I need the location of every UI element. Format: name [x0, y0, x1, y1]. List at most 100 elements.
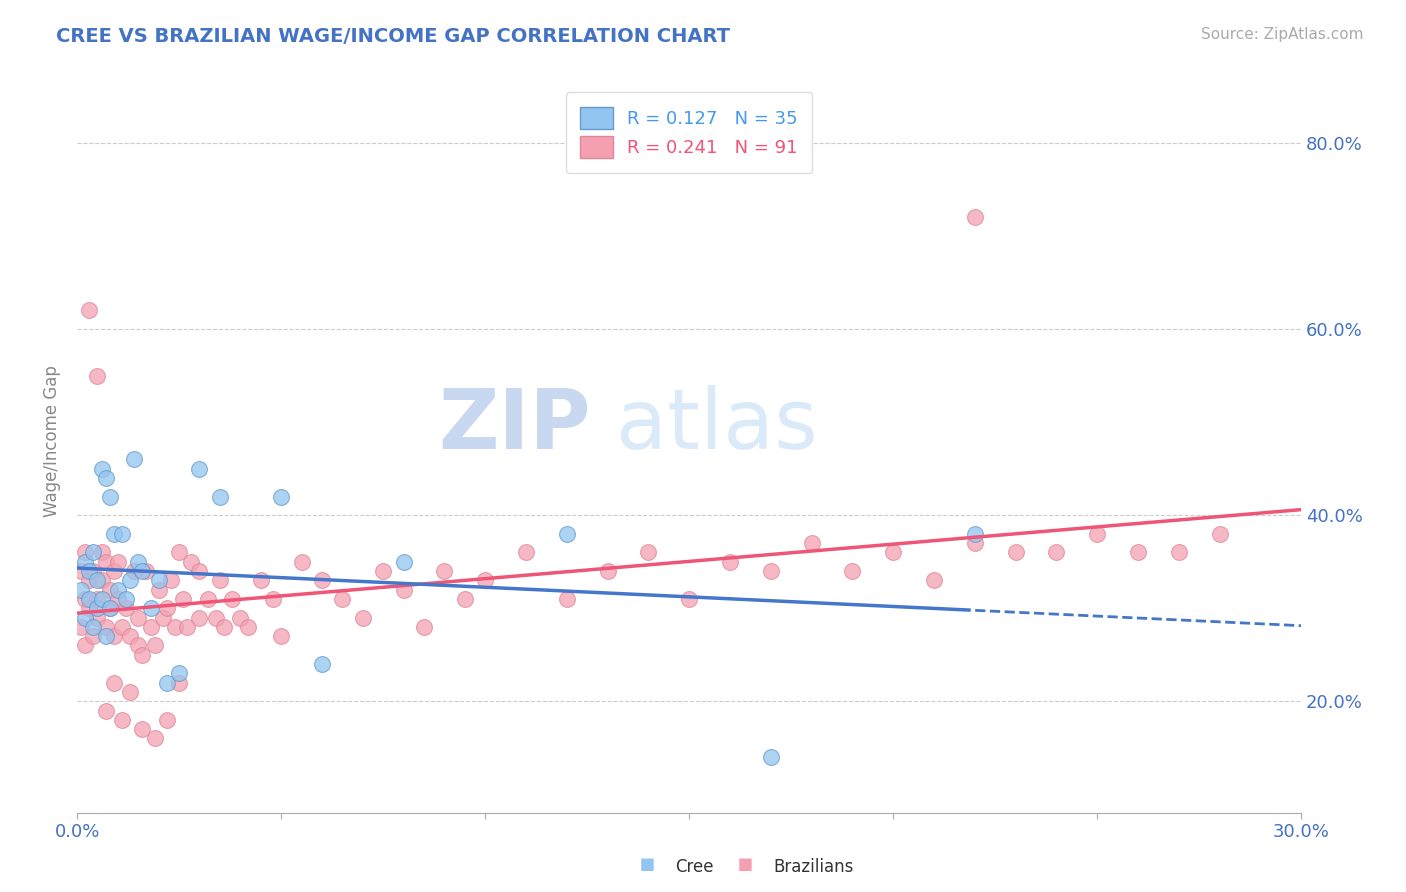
Point — [70, 582, 93, 597]
Point — [111, 713, 134, 727]
Text: ▪: ▪ — [638, 852, 655, 876]
Point — [156, 713, 179, 727]
Point — [86, 610, 108, 624]
Point — [94, 471, 117, 485]
Point — [86, 574, 108, 588]
Point — [79, 591, 101, 606]
Text: ZIP: ZIP — [439, 385, 591, 467]
Point — [148, 574, 170, 588]
Point — [94, 555, 117, 569]
Point — [290, 555, 312, 569]
Point — [1167, 545, 1189, 559]
Point — [75, 591, 97, 606]
Text: Source: ZipAtlas.com: Source: ZipAtlas.com — [1201, 27, 1364, 42]
Point — [120, 629, 142, 643]
Text: ▪: ▪ — [737, 852, 754, 876]
Point — [122, 564, 145, 578]
Point — [262, 591, 284, 606]
Point — [111, 620, 134, 634]
Point — [197, 591, 219, 606]
Point — [86, 601, 108, 615]
Point — [238, 620, 260, 634]
Point — [127, 639, 149, 653]
Point — [412, 620, 434, 634]
Point — [122, 452, 145, 467]
Point — [221, 591, 243, 606]
Point — [156, 675, 179, 690]
Point — [270, 490, 292, 504]
Point — [75, 639, 97, 653]
Point — [70, 564, 93, 578]
Point — [352, 610, 374, 624]
Point — [86, 368, 108, 383]
Point — [131, 564, 153, 578]
Point — [249, 574, 271, 588]
Point — [82, 564, 104, 578]
Point — [311, 657, 333, 671]
Point — [94, 620, 117, 634]
Point — [392, 582, 415, 597]
Point — [103, 675, 125, 690]
Text: Cree: Cree — [675, 858, 713, 876]
Legend: R = 0.127   N = 35, R = 0.241   N = 91: R = 0.127 N = 35, R = 0.241 N = 91 — [565, 93, 813, 173]
Point — [167, 545, 190, 559]
Point — [474, 574, 496, 588]
Point — [131, 648, 153, 662]
Point — [90, 461, 112, 475]
Y-axis label: Wage/Income Gap: Wage/Income Gap — [44, 365, 60, 516]
Point — [270, 629, 292, 643]
Point — [139, 601, 162, 615]
Point — [229, 610, 252, 624]
Point — [135, 564, 157, 578]
Point — [75, 545, 97, 559]
Point — [596, 564, 619, 578]
Point — [107, 555, 129, 569]
Text: atlas: atlas — [616, 385, 817, 467]
Point — [163, 620, 186, 634]
Point — [555, 591, 578, 606]
Point — [392, 555, 415, 569]
Point — [86, 591, 108, 606]
Point — [94, 629, 117, 643]
Point — [79, 574, 101, 588]
Point — [176, 620, 198, 634]
Point — [1045, 545, 1067, 559]
Point — [148, 582, 170, 597]
Point — [120, 574, 142, 588]
Point — [143, 639, 166, 653]
Point — [75, 610, 97, 624]
Point — [371, 564, 394, 578]
Point — [555, 526, 578, 541]
Point — [90, 591, 112, 606]
Point — [963, 211, 986, 225]
Point — [208, 574, 231, 588]
Point — [107, 591, 129, 606]
Point — [800, 536, 823, 550]
Text: CREE VS BRAZILIAN WAGE/INCOME GAP CORRELATION CHART: CREE VS BRAZILIAN WAGE/INCOME GAP CORREL… — [56, 27, 730, 45]
Point — [759, 564, 782, 578]
Point — [90, 574, 112, 588]
Point — [70, 620, 93, 634]
Point — [98, 601, 121, 615]
Point — [963, 526, 986, 541]
Point — [98, 582, 121, 597]
Point — [882, 545, 904, 559]
Point — [311, 574, 333, 588]
Point — [152, 610, 174, 624]
Point — [79, 601, 101, 615]
Point — [1208, 526, 1230, 541]
Point — [103, 526, 125, 541]
Point — [759, 750, 782, 764]
Point — [433, 564, 456, 578]
Point — [120, 685, 142, 699]
Point — [718, 555, 741, 569]
Point — [212, 620, 235, 634]
Point — [208, 490, 231, 504]
Point — [1004, 545, 1026, 559]
Point — [1126, 545, 1149, 559]
Point — [204, 610, 226, 624]
Point — [115, 601, 138, 615]
Point — [160, 574, 183, 588]
Point — [98, 601, 121, 615]
Point — [82, 620, 104, 634]
